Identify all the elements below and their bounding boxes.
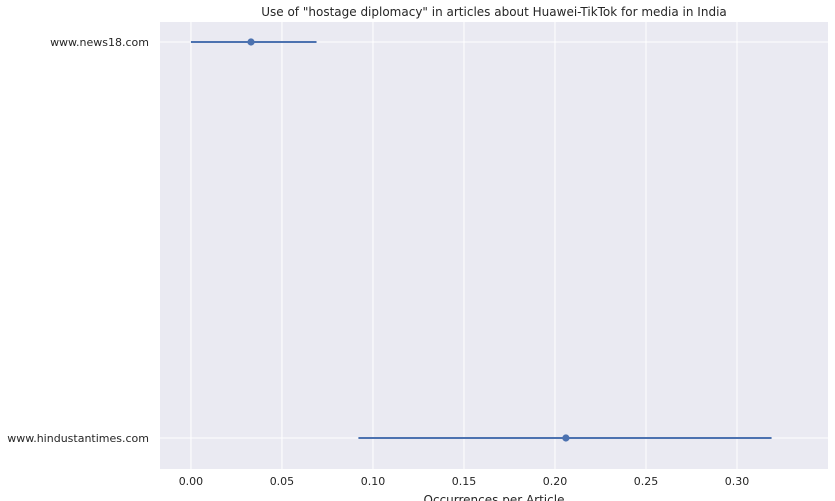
x-tick-label: 0.15 bbox=[452, 475, 477, 488]
x-tick-label: 0.00 bbox=[179, 475, 204, 488]
data-marks bbox=[190, 38, 772, 442]
data-point bbox=[247, 38, 255, 46]
y-tick-label: www.news18.com bbox=[50, 36, 149, 49]
x-tick-label: 0.30 bbox=[725, 475, 750, 488]
y-tick-label: www.hindustantimes.com bbox=[7, 432, 149, 445]
data-point bbox=[562, 434, 570, 442]
x-axis-title: Occurrences per Article bbox=[424, 493, 565, 501]
plot-background bbox=[160, 22, 828, 469]
x-tick-label: 0.25 bbox=[634, 475, 659, 488]
y-tick-labels: www.news18.com www.hindustantimes.com bbox=[7, 36, 149, 445]
x-tick-label: 0.05 bbox=[270, 475, 295, 488]
x-tick-labels: 0.00 0.05 0.10 0.15 0.20 0.25 0.30 bbox=[179, 475, 750, 488]
x-tick-label: 0.10 bbox=[361, 475, 386, 488]
x-tick-label: 0.20 bbox=[543, 475, 568, 488]
chart-title: Use of "hostage diplomacy" in articles a… bbox=[261, 5, 727, 19]
